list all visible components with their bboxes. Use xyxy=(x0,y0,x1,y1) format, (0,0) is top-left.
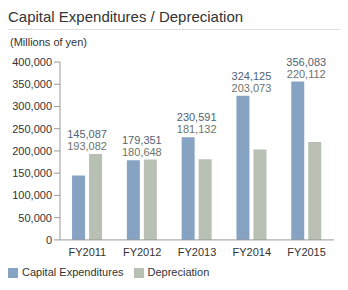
svg-text:FY2015: FY2015 xyxy=(287,246,326,258)
svg-text:220,112: 220,112 xyxy=(287,68,326,80)
svg-text:0: 0 xyxy=(46,234,52,246)
svg-text:100,000: 100,000 xyxy=(12,189,52,201)
svg-text:FY2011: FY2011 xyxy=(69,246,107,258)
html-text:(Millions of yen): (Millions of yen) xyxy=(10,36,87,48)
svg-text:50,000: 50,000 xyxy=(18,212,52,224)
svg-text:350,000: 350,000 xyxy=(12,78,52,90)
svg-text:300,000: 300,000 xyxy=(12,100,52,112)
svg-text:FY2012: FY2012 xyxy=(123,246,162,258)
svg-text:356,083: 356,083 xyxy=(286,56,326,68)
svg-text:145,087: 145,087 xyxy=(67,128,107,140)
svg-text:250,000: 250,000 xyxy=(12,123,52,135)
svg-text:324,125: 324,125 xyxy=(232,70,272,82)
html-text:Capital Expenditures / Depreci: Capital Expenditures / Depreciation xyxy=(8,8,244,25)
html-text:Depreciation: Depreciation xyxy=(147,265,210,278)
svg-text:230,591: 230,591 xyxy=(177,111,217,123)
svg-text:193,082: 193,082 xyxy=(67,140,107,152)
svg-text:400,000: 400,000 xyxy=(12,56,52,68)
svg-text:180,648: 180,648 xyxy=(122,146,162,158)
svg-text:FY2014: FY2014 xyxy=(233,246,272,258)
svg-text:150,000: 150,000 xyxy=(12,167,52,179)
svg-text:203,073: 203,073 xyxy=(232,82,272,94)
svg-text:200,000: 200,000 xyxy=(12,145,52,157)
html-text:Capital Expenditures: Capital Expenditures xyxy=(22,265,124,278)
svg-text:179,351: 179,351 xyxy=(122,134,162,146)
svg-text:FY2013: FY2013 xyxy=(178,246,217,258)
svg-text:181,132: 181,132 xyxy=(177,123,217,135)
